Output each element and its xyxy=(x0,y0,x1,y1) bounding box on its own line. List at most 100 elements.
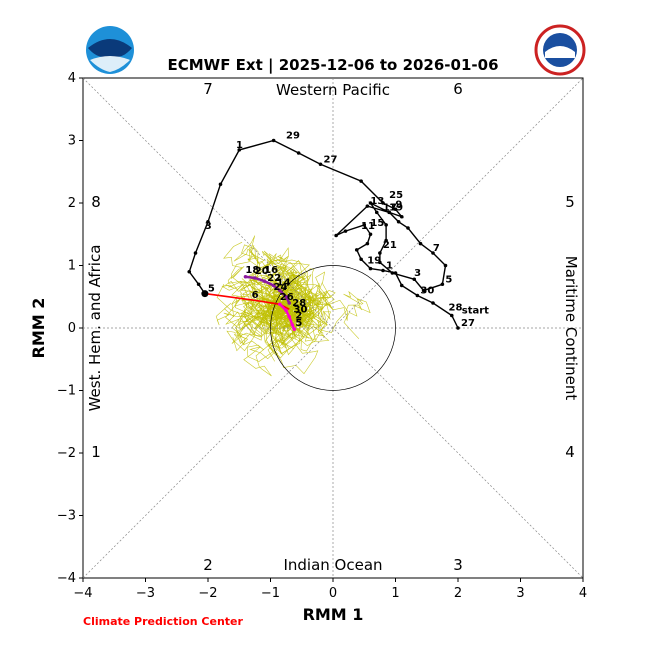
observed-track-day-label: 3 xyxy=(414,268,421,279)
observed-track-point xyxy=(237,148,242,152)
phase-number: 7 xyxy=(203,80,213,98)
observed-track-point xyxy=(440,282,445,287)
forecast-magenta-track-day-label: 26 xyxy=(280,292,294,303)
observed-track-day-label: 15 xyxy=(370,218,384,229)
forecast-purple-track-point xyxy=(287,301,292,305)
x-tick-label: −4 xyxy=(73,586,92,601)
observed-track-point xyxy=(365,204,370,208)
ensemble-member-line xyxy=(243,296,291,377)
observed-track-point xyxy=(431,301,435,305)
chart-title: ECMWF Ext | 2025-12-06 to 2026-01-06 xyxy=(167,56,498,75)
forecast-magenta-track-day-label: 2 xyxy=(295,311,302,322)
observed-track-point xyxy=(359,257,363,262)
observed-track-point xyxy=(393,271,398,275)
observed-track-point xyxy=(365,241,370,246)
y-tick-label: 4 xyxy=(68,71,76,86)
forecast-purple-track-point xyxy=(243,274,248,279)
forecast-purple-track-day-label: 20 xyxy=(255,266,269,277)
observed-track-day-label: 28 xyxy=(449,302,463,313)
observed-track-point xyxy=(399,214,404,219)
forecast-purple-track-day-label: 22 xyxy=(267,273,281,284)
phase-number: 6 xyxy=(453,80,463,98)
forecast-magenta-track-point xyxy=(290,323,295,327)
x-tick-label: −2 xyxy=(198,586,217,601)
phase-number: 4 xyxy=(565,443,575,461)
x-tick-label: −1 xyxy=(261,586,280,601)
y-tick-label: −2 xyxy=(57,446,76,461)
forecast-magenta-track-day-label: 5 xyxy=(295,318,302,329)
x-tick-label: 2 xyxy=(454,586,462,601)
observed-track-day-label: 9 xyxy=(395,199,402,210)
x-tick-label: 1 xyxy=(391,586,399,601)
observed-track-point xyxy=(381,201,385,205)
region-label-top: Western Pacific xyxy=(276,81,390,99)
y-tick-label: −3 xyxy=(57,509,76,524)
observed-track-point xyxy=(193,251,198,255)
forecast-red-track-day-label: 6 xyxy=(252,290,259,301)
region-label-bottom: Indian Ocean xyxy=(283,556,382,574)
observed-track-point xyxy=(449,313,454,318)
observed-track-point xyxy=(368,201,373,205)
observed-track-point xyxy=(421,288,426,293)
observed-track-day-label: 13 xyxy=(370,196,384,207)
y-tick-label: 0 xyxy=(68,321,76,336)
phase-number: 5 xyxy=(565,193,575,211)
observed-track-day-label: 3 xyxy=(205,221,212,232)
observed-track-point xyxy=(378,260,382,265)
observed-track-point xyxy=(418,241,423,246)
y-tick-label: −4 xyxy=(57,571,76,586)
observed-track-point xyxy=(393,207,398,212)
observed-track-point xyxy=(396,219,401,224)
observed-track-day-label: 1 xyxy=(236,140,243,151)
observed-track-point xyxy=(362,223,367,227)
observed-track-point xyxy=(296,151,301,155)
phase-number: 1 xyxy=(91,443,101,461)
forecast-purple-track-day-label: 16 xyxy=(264,265,278,276)
observed-track-point xyxy=(390,271,395,275)
credit-text: Climate Prediction Center xyxy=(83,615,243,628)
forecast-purple-track-point xyxy=(253,276,257,280)
ensemble-member-line xyxy=(262,251,301,304)
x-axis-title: RMM 1 xyxy=(303,605,364,624)
ensemble-member-line xyxy=(243,263,297,362)
x-tick-label: 3 xyxy=(516,586,524,601)
ensemble-member-line xyxy=(231,244,292,315)
observed-end-marker xyxy=(201,290,209,298)
observed-track-point xyxy=(443,263,448,268)
observed-track-point xyxy=(431,251,435,255)
observed-track-point xyxy=(206,219,210,224)
observed-track-point xyxy=(399,283,404,288)
ensemble-member-line xyxy=(261,270,325,334)
observed-track-point xyxy=(359,179,363,183)
observed-track-line xyxy=(188,139,459,329)
unit-circle xyxy=(270,265,396,391)
ensemble-member-line xyxy=(294,289,348,342)
phase-number: 8 xyxy=(91,193,101,211)
forecast-purple-track-day-label: 14 xyxy=(277,277,291,288)
observed-track-day-label: 11 xyxy=(361,221,375,232)
observed-track-day-label: 19 xyxy=(367,256,381,267)
forecast-magenta-track-point xyxy=(287,314,292,319)
observed-track-point xyxy=(318,162,323,167)
observed-track-point xyxy=(456,326,460,330)
region-label-right: Maritime Continent xyxy=(562,256,580,401)
x-tick-label: 0 xyxy=(329,586,337,601)
observed-track-point xyxy=(384,223,388,227)
observed-track-point xyxy=(378,251,382,255)
observed-track-day-label: 29 xyxy=(286,131,300,142)
forecast-magenta-track-day-label: 28 xyxy=(292,298,306,309)
observed-track-day-label: 27 xyxy=(324,154,338,165)
y-tick-label: 1 xyxy=(68,259,76,274)
nws-logo xyxy=(534,24,586,76)
y-axis-title: RMM 2 xyxy=(29,298,48,359)
observed-track-day-label: 17 xyxy=(383,202,397,213)
observed-track-point xyxy=(334,233,338,238)
y-tick-label: 3 xyxy=(68,134,76,149)
forecast-purple-track-day-label: 24 xyxy=(274,282,288,293)
observed-track-day-label: 30 xyxy=(420,286,434,297)
observed-track-day-label: 27 xyxy=(461,318,475,329)
observed-track-day-label: 25 xyxy=(389,190,403,201)
observed-track-point xyxy=(368,266,373,271)
